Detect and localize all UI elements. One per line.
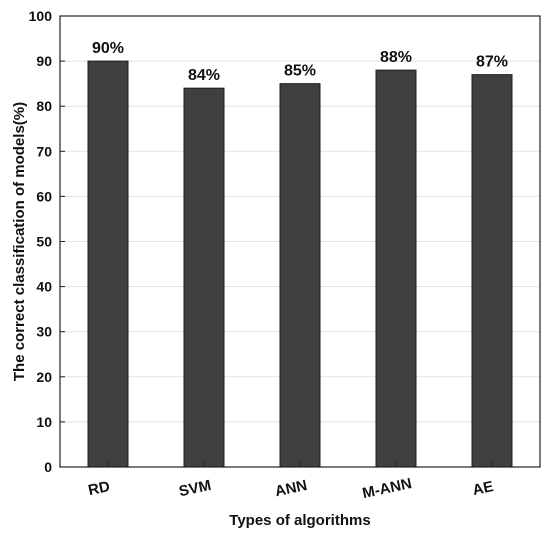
bar-svm [183,87,225,468]
y-tick-label: 10 [36,414,52,430]
y-tick-label: 100 [29,8,53,24]
y-tick-label: 80 [36,98,52,114]
data-label: 85% [284,63,316,80]
bar-ann [279,83,321,468]
data-label: 88% [380,49,412,66]
x-tick-label: ANN [273,477,308,500]
data-label: 90% [92,40,124,57]
x-axis-ticks: RD SVM ANN M-ANN AE [87,462,495,502]
data-label: 84% [188,67,220,84]
y-tick-label: 50 [36,234,52,250]
y-tick-label: 20 [36,369,52,385]
bar-m-ann [375,69,417,468]
y-tick-label: 0 [44,459,52,475]
x-tick-label: RD [87,478,112,499]
data-label: 87% [476,54,508,71]
x-tick-label: SVM [177,477,212,500]
y-axis-ticks: 0 10 20 30 40 50 60 70 80 90 100 [29,8,65,475]
bar-ae [471,74,513,468]
y-tick-label: 60 [36,188,52,204]
x-tick-label: M-ANN [361,475,413,502]
x-tick-label: AE [471,478,495,499]
bar-rd [87,60,129,468]
data-labels: 90% 84% 85% 88% 87% [92,40,508,84]
y-tick-label: 70 [36,143,52,159]
y-tick-label: 40 [36,279,52,295]
y-tick-label: 90 [36,53,52,69]
y-axis-title: The correct classification of models(%) [11,102,28,381]
x-axis-title: Types of algorithms [229,512,370,529]
bars [87,60,513,468]
y-tick-label: 30 [36,324,52,340]
